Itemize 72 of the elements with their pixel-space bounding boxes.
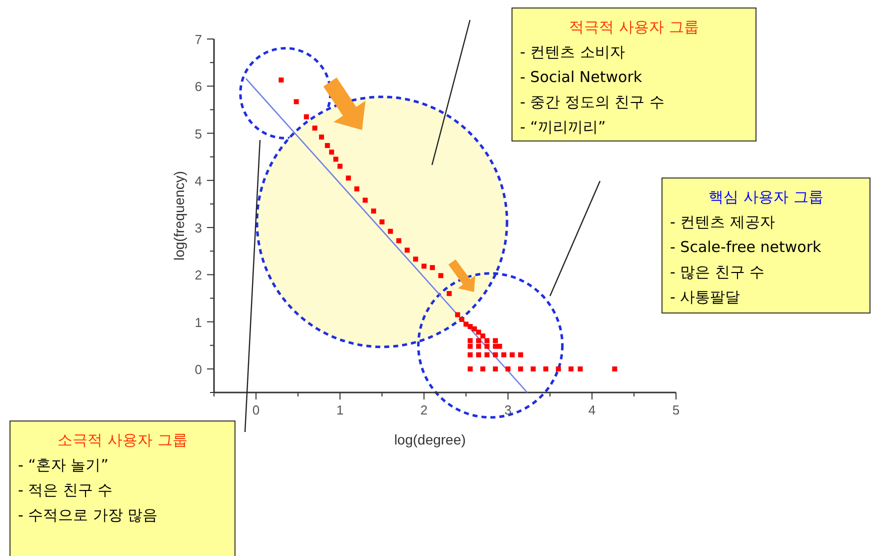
- annotation: 적극적 사용자 그룹 - 컨텐츠 소비자 - Social Network - 중간 정도의 친구 수 - “끼리끼리”: [520, 18, 699, 136]
- point: [497, 344, 502, 349]
- point: [346, 176, 351, 181]
- point: [543, 366, 548, 372]
- point: [404, 248, 410, 253]
- point: [556, 366, 561, 372]
- point: [278, 78, 284, 83]
- point: [468, 324, 473, 330]
- point: [468, 352, 473, 358]
- point: [388, 228, 393, 234]
- point: [501, 352, 506, 358]
- point: [304, 114, 309, 120]
- point: [480, 333, 486, 338]
- point: [578, 366, 583, 372]
- point: [396, 238, 402, 244]
- point: [492, 352, 498, 358]
- y-tick-label: 5: [194, 126, 202, 142]
- point: [472, 326, 477, 332]
- point: [438, 273, 444, 278]
- point: [446, 291, 452, 296]
- x-tick-label: 2: [420, 402, 428, 418]
- point: [430, 265, 435, 270]
- point: [476, 330, 482, 335]
- point: [510, 352, 515, 358]
- point: [518, 352, 524, 358]
- point: [484, 338, 490, 344]
- point: [333, 156, 338, 162]
- point: [492, 338, 498, 344]
- y-tick-label: 0: [194, 362, 202, 377]
- point: [518, 366, 524, 372]
- annotation: 핵심 사용자 그룹 - 컨텐츠 제공자 - Scale-free network - 많은 친구 수 - 사통팔달: [670, 188, 824, 306]
- y-tick-label: 1: [194, 314, 202, 330]
- x-tick-label: 3: [504, 402, 512, 418]
- point: [492, 366, 498, 372]
- point: [413, 256, 418, 262]
- point: [455, 312, 460, 318]
- point: [476, 338, 482, 344]
- point: [476, 344, 482, 349]
- point: [476, 352, 482, 358]
- y-tick-label: 3: [194, 220, 202, 236]
- point: [422, 264, 426, 269]
- y-tick-label: 7: [194, 32, 202, 47]
- point: [506, 366, 510, 372]
- point: [362, 198, 368, 203]
- y-tick-label: 6: [194, 79, 202, 94]
- point: [480, 366, 486, 372]
- point: [324, 143, 330, 148]
- y-axis-title: log(frequency): [171, 171, 187, 260]
- y-tick-label: 4: [194, 173, 202, 188]
- point: [468, 344, 473, 349]
- y-tick-label: 2: [194, 268, 202, 283]
- point: [329, 150, 334, 155]
- point: [459, 316, 464, 322]
- x-tick-label: 0: [252, 402, 260, 418]
- point: [319, 134, 324, 140]
- x-axis-title: log(degree): [394, 432, 466, 448]
- point: [464, 322, 468, 327]
- point: [530, 366, 536, 372]
- x-tick-label: 5: [672, 402, 680, 418]
- x-tick-label: 4: [588, 402, 596, 418]
- point: [484, 344, 490, 349]
- point: [468, 338, 473, 344]
- point: [354, 186, 360, 192]
- point: [371, 208, 376, 214]
- point: [468, 366, 473, 372]
- x-tick-label: 1: [336, 402, 344, 418]
- point: [612, 366, 618, 372]
- point: [338, 164, 342, 169]
- point: [312, 126, 318, 131]
- point: [484, 352, 490, 358]
- point: [568, 366, 574, 372]
- point: [294, 99, 299, 104]
